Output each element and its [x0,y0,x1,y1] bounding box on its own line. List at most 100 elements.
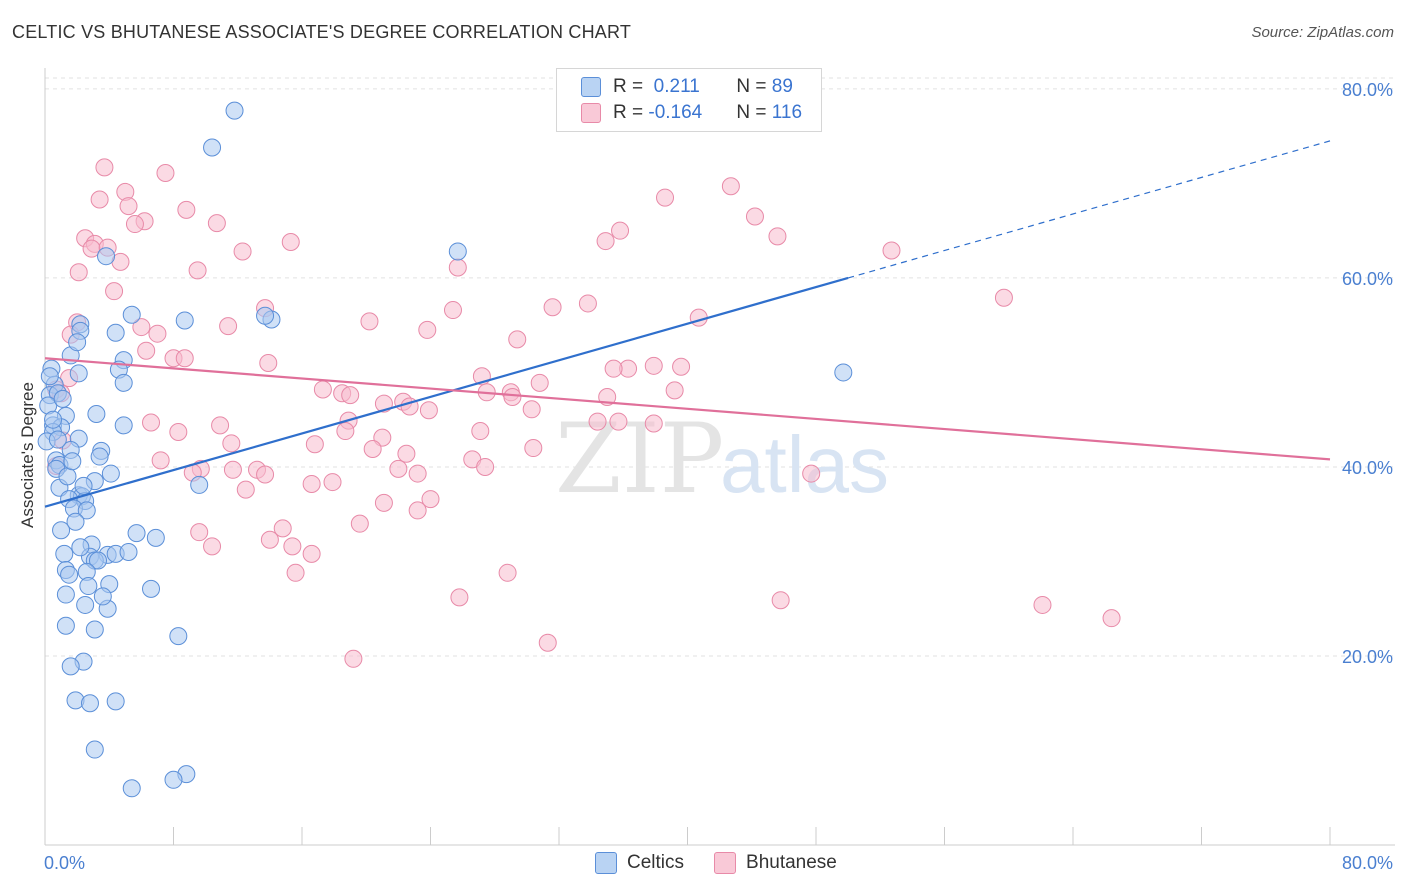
bhutanese-point [522,400,541,419]
bhutanese-point [596,232,615,251]
tick-labels: 20.0% 40.0% 60.0% 80.0% 0.0% 80.0% [44,80,1393,873]
bhutanese-point [665,381,684,400]
celtics-point [85,620,104,639]
bhutanese-point [408,501,427,520]
legend-row-bhutanese: R = -0.164 N = 116 [581,100,802,126]
bhutanese-point [256,465,275,484]
bhutanese-point [90,190,109,209]
bhutanese-point [219,317,238,336]
bhutanese-point [302,544,321,563]
celtics-point [69,364,88,383]
bhutanese-point [1033,595,1052,614]
bhutanese-point [994,288,1013,307]
bhutanese-point [448,258,467,277]
y-tick-label: 40.0% [1342,458,1393,478]
bhutanese-point [156,164,175,183]
legend-n-label: N = [736,102,772,123]
bhutanese-point [503,388,522,407]
bhutanese-point [175,349,194,368]
bhutanese-point [132,318,151,337]
bhutanese-point [125,215,144,234]
celtics-point [89,551,108,570]
bhutanese-point [105,282,124,301]
celtics-point [119,543,138,562]
bhutanese-point [644,414,663,433]
bhutanese-point [95,158,114,177]
celtics-point [58,467,77,486]
celtics-point [48,430,67,449]
bhutanese-point [223,460,242,479]
legend-label-celtics: Celtics [627,852,685,873]
bhutanese-point [471,422,490,441]
bhutanese-point [313,380,332,399]
bhutanese-point [450,588,469,607]
celtics-point [56,616,75,635]
celtics-point [68,333,87,352]
celtics-point [190,475,209,494]
legend-label-bhutanese: Bhutanese [746,852,837,873]
celtics-point [448,242,467,261]
bhutanese-point [137,341,156,360]
source-label: Source: ZipAtlas.com [1251,24,1394,41]
celtics-point [87,405,106,424]
x-tick-label: 0.0% [44,853,85,873]
bhutanese-point [211,416,230,435]
bhutanese-point [644,356,663,375]
legend-n-value: 89 [771,76,793,97]
celtics-point [169,627,188,646]
bhutanese-point [302,474,321,493]
celtics-swatch [581,77,601,97]
trend-lines [44,140,1331,508]
watermark-atlas: atlas [720,420,889,509]
celtics-point [834,363,853,382]
bhutanese-point [344,649,363,668]
bhutanese-point [588,412,607,431]
celtics-point [127,524,146,543]
celtics-point [97,247,116,266]
legend-item-celtics[interactable]: Celtics [595,852,684,874]
legend-item-bhutanese[interactable]: Bhutanese [714,852,837,874]
legend-r-value: -0.164 [648,102,703,123]
celtics-point [63,452,82,471]
bhutanese-point [69,263,88,282]
bhutanese-point [408,464,427,483]
bhutanese-point [498,563,517,582]
bhutanese-point [543,298,562,317]
grid-lines [45,77,1395,657]
bhutanese-point [771,591,790,610]
bhutanese-swatch [714,852,737,874]
bhutanese-point [281,233,300,252]
bhutanese-point [142,413,161,432]
celtics-point [61,657,80,676]
celtics-point [203,138,222,157]
bhutanese-point [119,197,138,216]
celtics-point [44,410,63,429]
legend-r-value: 0.211 [648,76,700,97]
celtics-point [85,740,104,759]
y-tick-label: 80.0% [1342,80,1393,100]
bhutanese-point [611,221,630,240]
bhutanese-point [389,459,408,478]
celtics-point [71,538,90,557]
celtics-point [101,464,120,483]
celtics-point [90,447,109,466]
celtics-point [114,373,133,392]
bhutanese-point [350,514,369,533]
bhutanese-point [222,434,241,453]
bhutanese-point [259,353,278,372]
bhutanese-point [802,464,821,483]
celtics-point [93,587,112,606]
celtics-point [146,528,165,547]
bhutanese-point [323,473,342,492]
celtics-point [80,694,99,713]
celtics-point [256,306,275,325]
bhutanese-point [203,537,222,556]
bhutanese-point [418,320,437,339]
bhutanese-point [169,422,188,441]
watermark: ZIP atlas [555,403,889,515]
legend-n-label: N = [736,76,772,97]
series-celtics [37,101,853,798]
bhutanese-point [233,242,252,261]
celtics-trend-line [44,276,849,508]
